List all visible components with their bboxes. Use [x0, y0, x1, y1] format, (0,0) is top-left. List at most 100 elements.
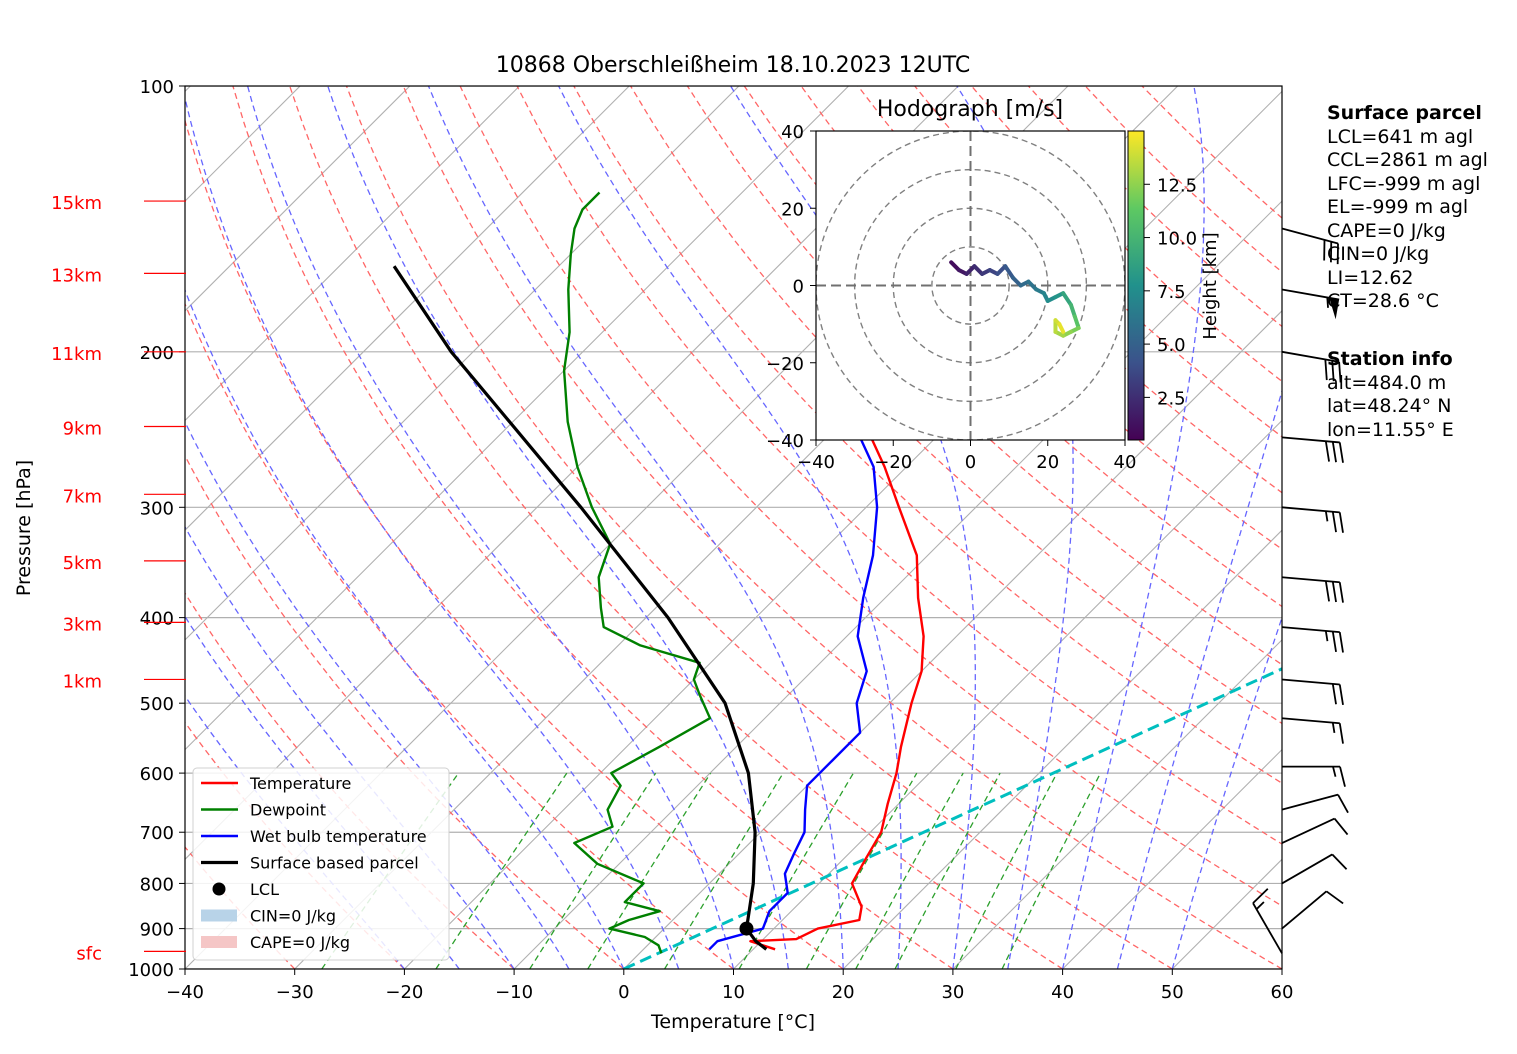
isotherm [952, 639, 1282, 969]
wind-barb [1281, 717, 1344, 744]
chart-title: 10868 Oberschleißheim 18.10.2023 12UTC [496, 53, 971, 78]
wind-barb [1281, 853, 1348, 885]
moist-adiabat [185, 95, 680, 969]
dry-adiabat [516, 86, 1282, 845]
height-label: 7km [63, 486, 102, 507]
wind-barb [1252, 888, 1283, 954]
wind-barb [1281, 227, 1339, 265]
station-latitude: lat=48.24° N [1327, 395, 1452, 417]
height-label: 1km [63, 671, 102, 692]
x-tick-label: −40 [166, 982, 204, 1003]
height-label: 13km [51, 265, 102, 286]
y-tick-label: 900 [140, 920, 174, 941]
moist-adiabat [730, 86, 976, 969]
ccl-value: CCL=2861 m agl [1327, 149, 1488, 171]
legend-label: Dewpoint [250, 801, 326, 820]
isotherm [185, 86, 411, 312]
legend-label: Surface based parcel [250, 854, 419, 873]
hodograph-ring [931, 246, 1010, 325]
hodograph-trace [949, 260, 1081, 338]
moist-adiabat [185, 525, 515, 969]
wind-barb [1281, 626, 1344, 653]
hodograph-segment [1072, 314, 1081, 330]
dry-adiabat [289, 86, 1063, 969]
el-value: EL=-999 m agl [1327, 196, 1469, 218]
mixing-ratio-line [435, 772, 568, 969]
surface-parcel-title: Surface parcel [1327, 102, 1482, 124]
dry-adiabat [232, 86, 954, 969]
y-tick-label: 200 [140, 343, 174, 364]
hodograph: Hodograph [m/s] −40−40 −20 −20 0 0 20 20 40 40 2… [766, 97, 1221, 473]
height-label: 9km [63, 418, 102, 439]
wind-barbs [1252, 227, 1349, 954]
hodograph-ticks: −40−40 −20 −20 0 0 20 20 40 40 [766, 122, 1136, 473]
ct-value: CT=28.6 °C [1327, 290, 1439, 312]
isotherm [185, 86, 630, 531]
isotherm [185, 86, 849, 751]
y-axis-label: Pressure [hPa] [13, 460, 35, 596]
x-tick-label: −20 [385, 982, 423, 1003]
mixing-ratio-line [805, 772, 918, 969]
mixing-ratio-line [529, 772, 657, 969]
moist-adiabat [1061, 86, 1205, 969]
hodo-y-tick-label: 0 [793, 277, 804, 298]
station-longitude: lon=11.55° E [1327, 418, 1454, 441]
height-label: 5km [63, 553, 102, 574]
y-tick-label: 300 [140, 498, 174, 519]
legend-label: LCL [250, 880, 279, 899]
hodograph-title: Hodograph [m/s] [877, 97, 1063, 122]
legend-box [192, 767, 450, 961]
x-tick-label: 60 [1271, 982, 1294, 1003]
wind-barb [1281, 288, 1340, 320]
x-tick-label: 10 [722, 982, 745, 1003]
y-tick-label: 1000 [128, 960, 174, 981]
hodo-x-tick-label: 0 [965, 452, 976, 473]
hodograph-segment [1068, 302, 1077, 319]
mixing-ratio-line [1001, 772, 1102, 969]
y-tick-label: 100 [140, 77, 174, 98]
wind-barb [1281, 350, 1342, 383]
isotherm [1062, 748, 1282, 969]
cin-value: CIN=0 J/kg [1327, 243, 1430, 265]
station-info: Station info alt=484.0 m lat=48.24° N lo… [1327, 348, 1454, 442]
hodo-y-tick-label: 20 [781, 199, 804, 220]
x-tick-label: −10 [495, 982, 533, 1003]
legend-swatch [212, 882, 226, 896]
hodograph-segment [1057, 322, 1066, 334]
height-label: sfc [76, 943, 102, 964]
dry-adiabat [459, 86, 1282, 907]
legend: Temperature Dewpoint Wet bulb temperature S… [192, 767, 450, 961]
hodo-x-tick-label: −20 [874, 452, 912, 473]
dry-adiabat [185, 302, 734, 969]
hodograph-colorbar [1127, 130, 1145, 441]
dry-adiabat [402, 86, 1282, 969]
x-axis-label: Temperature [°C] [650, 1011, 815, 1033]
hodo-x-tick-label: 20 [1036, 452, 1059, 473]
x-tick-label: 0 [618, 982, 629, 1003]
mixing-ratio-line [855, 772, 964, 969]
wind-barb [1281, 793, 1349, 814]
moist-adiabat [956, 86, 1074, 969]
height-label: 11km [51, 344, 102, 365]
hodograph-grid [816, 131, 1125, 440]
surface-parcel-info: Surface parcel LCL=641 m agl CCL=2861 m … [1327, 102, 1488, 314]
colorbar-label: Height [km] [1200, 232, 1221, 339]
isotherm [623, 310, 1282, 969]
station-info-title: Station info [1327, 348, 1453, 370]
y-tick-label: 700 [140, 823, 174, 844]
height-label: 3km [63, 614, 102, 635]
legend-label: CIN=0 J/kg [250, 907, 336, 926]
station-altitude: alt=484.0 m [1327, 371, 1447, 394]
y-tick-label: 400 [140, 609, 174, 630]
wind-barb [1281, 678, 1344, 706]
height-labels: 15km 13km 11km 9km 7km 5km 3km 1km sfc [51, 193, 186, 964]
colorbar-tick-label: 10.0 [1157, 229, 1197, 250]
x-tick-label: 50 [1161, 982, 1184, 1003]
moist-adiabat [427, 86, 844, 969]
colorbar-tick-label: 12.5 [1157, 175, 1197, 196]
moist-adiabat [185, 420, 570, 969]
lcl-value: LCL=641 m agl [1327, 125, 1474, 148]
colorbar-tick-label: 5.0 [1157, 335, 1186, 356]
isotherm [185, 86, 740, 641]
